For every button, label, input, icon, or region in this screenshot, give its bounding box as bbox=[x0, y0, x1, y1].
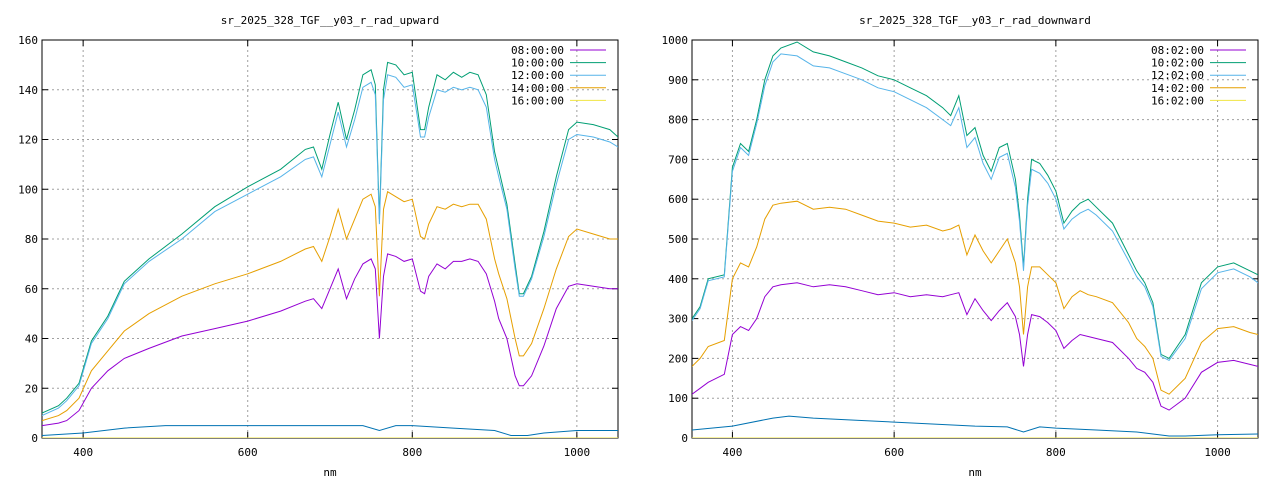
y-tick-label: 700 bbox=[668, 153, 688, 166]
x-axis-label: nm bbox=[968, 466, 982, 479]
legend-label: 16:00:00 bbox=[511, 94, 564, 107]
series-line-3 bbox=[42, 190, 618, 422]
y-tick-label: 1000 bbox=[662, 34, 689, 47]
series-group bbox=[42, 61, 618, 438]
legend-label: 16:02:00 bbox=[1151, 94, 1204, 107]
y-tick-label: 100 bbox=[668, 392, 688, 405]
series-line-5 bbox=[42, 425, 618, 436]
legend-label: 10:00:00 bbox=[511, 57, 564, 70]
x-tick-label: 800 bbox=[1046, 446, 1066, 459]
legend-label: 10:02:00 bbox=[1151, 57, 1204, 70]
x-tick-label: 600 bbox=[884, 446, 904, 459]
y-tick-label: 40 bbox=[25, 333, 38, 346]
x-tick-label: 400 bbox=[722, 446, 742, 459]
series-line-2 bbox=[42, 74, 618, 417]
y-tick-label: 80 bbox=[25, 233, 38, 246]
chart-title: sr_2025_328_TGF__y03_r_rad_upward bbox=[221, 14, 440, 27]
legend-label: 12:00:00 bbox=[511, 69, 564, 82]
legend-label: 14:02:00 bbox=[1151, 82, 1204, 95]
x-axis-label: nm bbox=[323, 466, 337, 479]
legend-label: 08:02:00 bbox=[1151, 44, 1204, 57]
y-tick-label: 800 bbox=[668, 114, 688, 127]
legend-label: 12:02:00 bbox=[1151, 69, 1204, 82]
y-tick-label: 160 bbox=[18, 34, 38, 47]
y-tick-label: 20 bbox=[25, 382, 38, 395]
series-group bbox=[692, 41, 1258, 438]
x-tick-label: 1000 bbox=[1204, 446, 1231, 459]
series-line-1 bbox=[692, 41, 1258, 360]
y-tick-label: 60 bbox=[25, 283, 38, 296]
y-tick-label: 140 bbox=[18, 84, 38, 97]
upward-chart-panel: sr_2025_328_TGF__y03_r_rad_upward 0 20 40 60… bbox=[18, 14, 619, 479]
y-tick-label: 200 bbox=[668, 352, 688, 365]
legend-label: 14:00:00 bbox=[511, 82, 564, 95]
y-tick-label: 600 bbox=[668, 193, 688, 206]
x-tick-label: 400 bbox=[73, 446, 93, 459]
y-tick-label: 900 bbox=[668, 74, 688, 87]
x-tick-label: 800 bbox=[402, 446, 422, 459]
y-tick-label: 400 bbox=[668, 273, 688, 286]
y-tick-label: 100 bbox=[18, 183, 38, 196]
series-line-2 bbox=[692, 53, 1258, 362]
y-tick-label: 120 bbox=[18, 134, 38, 147]
x-tick-label: 600 bbox=[238, 446, 258, 459]
series-line-0 bbox=[692, 282, 1258, 411]
y-tick-label: 300 bbox=[668, 313, 688, 326]
legend-label: 08:00:00 bbox=[511, 44, 564, 57]
x-tick-label: 1000 bbox=[564, 446, 591, 459]
downward-chart-panel: sr_2025_328_TGF__y03_r_rad_downward 0 100 2… bbox=[662, 14, 1259, 479]
y-tick-label: 0 bbox=[31, 432, 38, 445]
series-line-1 bbox=[42, 61, 618, 414]
series-line-5 bbox=[692, 415, 1258, 437]
series-line-0 bbox=[42, 253, 618, 427]
y-tick-label: 0 bbox=[681, 432, 688, 445]
chart-title: sr_2025_328_TGF__y03_r_rad_downward bbox=[859, 14, 1091, 27]
series-line-3 bbox=[692, 200, 1258, 395]
y-tick-label: 500 bbox=[668, 233, 688, 246]
